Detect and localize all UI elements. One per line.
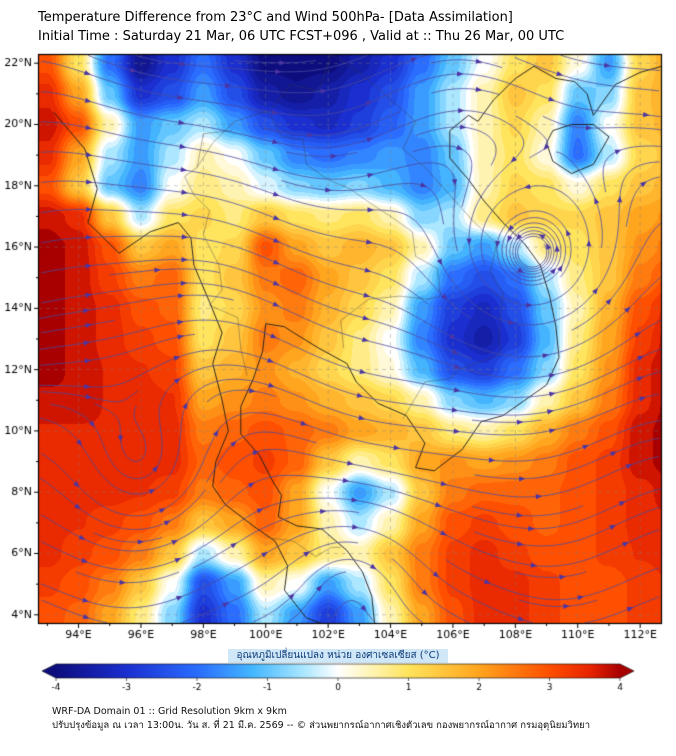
footer-block: WRF-DA Domain 01 :: Grid Resolution 9km … bbox=[0, 705, 676, 733]
weather-bulletin: Temperature Difference from 23°C and Win… bbox=[0, 0, 676, 733]
footer-update-info: ปรับปรุงข้อมูล ณ เวลา 13:00น. วัน ส. ที่… bbox=[52, 720, 591, 731]
colorbar-canvas bbox=[38, 661, 638, 695]
chart-title: Temperature Difference from 23°C and Win… bbox=[38, 10, 513, 25]
colorbar-label-row: อุณหภูมิเปลี่ยนแปลง หน่วย องศาเซลเซียส (… bbox=[0, 643, 676, 663]
weather-map-canvas bbox=[0, 48, 676, 640]
title-block: Temperature Difference from 23°C and Win… bbox=[0, 0, 676, 46]
chart-subtitle: Initial Time : Saturday 21 Mar, 06 UTC F… bbox=[38, 29, 565, 44]
footer-domain-info: WRF-DA Domain 01 :: Grid Resolution 9km … bbox=[52, 706, 287, 717]
colorbar-label: อุณหภูมิเปลี่ยนแปลง หน่วย องศาเซลเซียส (… bbox=[228, 649, 448, 663]
